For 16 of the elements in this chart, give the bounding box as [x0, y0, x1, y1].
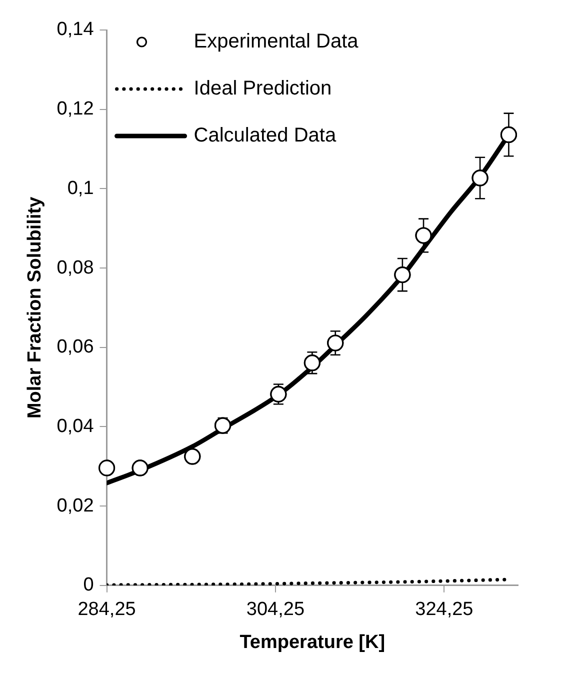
y-tick-label: 0	[83, 574, 94, 596]
y-tick-label: 0,1	[67, 178, 94, 199]
y-tick-label: 0,14	[56, 19, 94, 40]
y-axis-title: Molar Fraction Solubility	[24, 196, 46, 419]
x-tick-label: 304,25	[246, 599, 305, 620]
legend-label: Experimental Data	[194, 30, 360, 53]
x-tick-label: 324,25	[415, 599, 474, 620]
y-tick-label: 0,04	[56, 416, 94, 437]
legend-label: Calculated Data	[194, 124, 337, 147]
x-tick-label: 284,25	[78, 599, 136, 620]
legend-label: Ideal Prediction	[194, 78, 332, 100]
y-tick-label: 0,08	[56, 257, 94, 278]
x-axis-title: Temperature [K]	[240, 632, 386, 653]
y-tick-label: 0,12	[56, 98, 94, 120]
y-tick-label: 0,02	[56, 495, 94, 516]
y-tick-label: 0,06	[56, 336, 94, 358]
